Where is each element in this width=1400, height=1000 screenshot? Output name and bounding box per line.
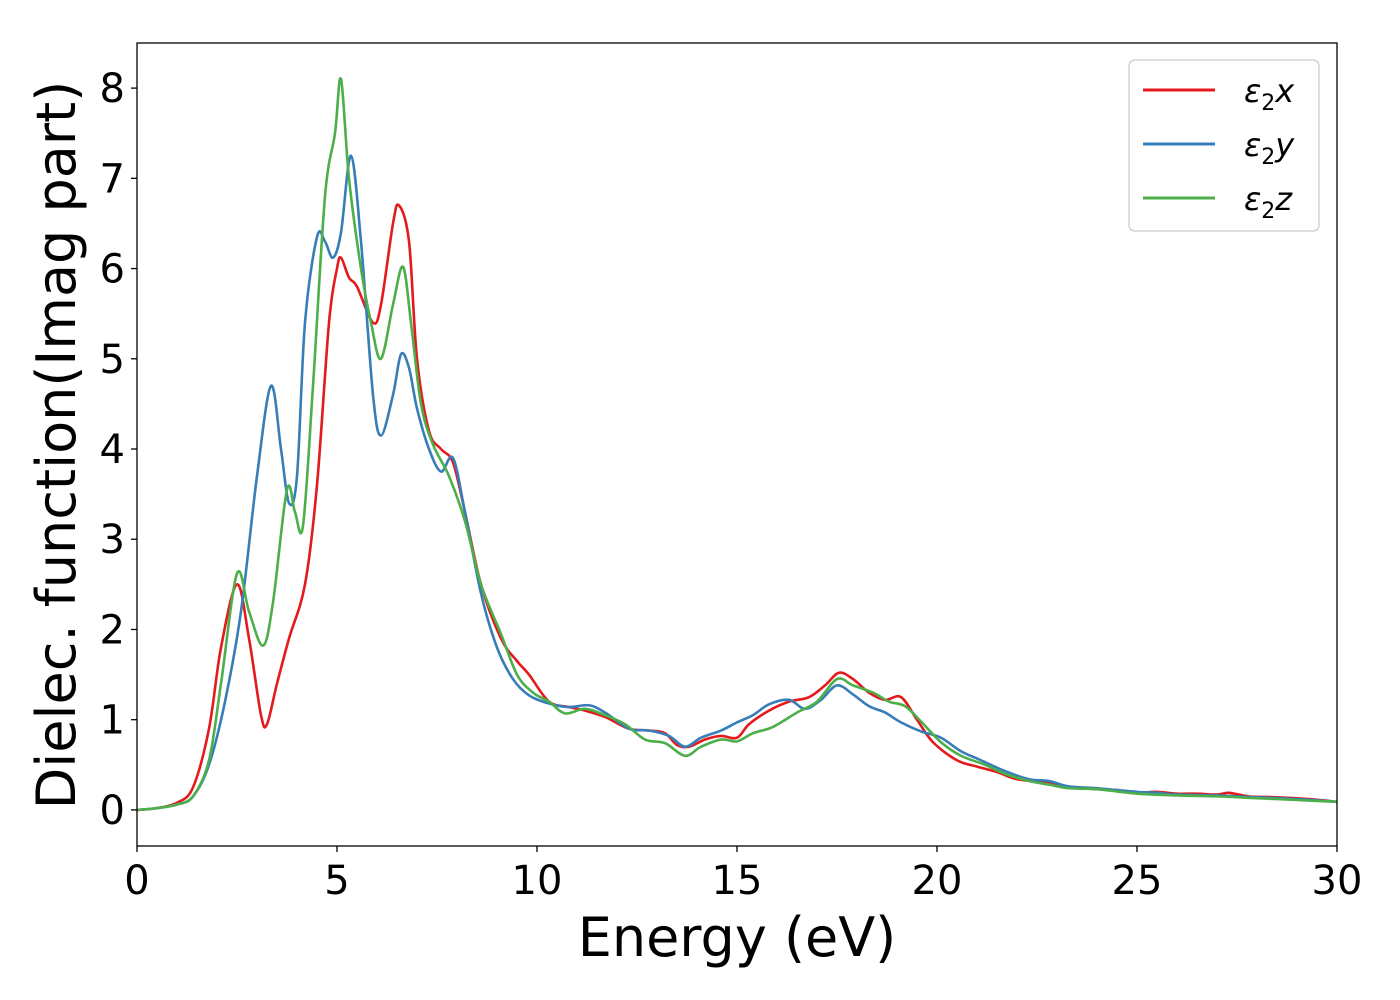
y-tick-label: 2	[100, 607, 125, 653]
y-axis-ticks: 0 1 2 3 4 5 6 7 8	[100, 66, 137, 834]
x-axis-ticks: 0 5 10 15 20 25 30	[124, 846, 1362, 904]
legend-label-y: ε2y	[1244, 126, 1295, 170]
x-tick-label: 0	[124, 858, 149, 904]
y-axis-label: Dielec. function(Imag part)	[25, 81, 88, 810]
y-tick-label: 6	[100, 247, 125, 293]
x-tick-label: 15	[712, 858, 763, 904]
x-tick-label: 30	[1312, 858, 1363, 904]
x-tick-label: 20	[912, 858, 963, 904]
y-tick-label: 7	[100, 156, 125, 202]
series-line-x	[137, 203, 1337, 812]
y-tick-label: 5	[100, 337, 125, 383]
y-tick-label: 8	[100, 66, 125, 112]
series-line-y	[137, 154, 1337, 812]
legend-box	[1128, 59, 1320, 232]
x-tick-label: 5	[324, 858, 349, 904]
legend-label-x: ε2x	[1244, 72, 1295, 116]
y-tick-label: 4	[100, 427, 125, 473]
series-line-z	[137, 77, 1337, 812]
legend: ε2x ε2y ε2z	[1128, 59, 1320, 232]
x-tick-label: 25	[1112, 858, 1163, 904]
x-axis-label: Energy (eV)	[578, 906, 897, 969]
plot-lines	[137, 77, 1337, 812]
y-tick-label: 0	[100, 788, 125, 834]
x-tick-label: 10	[512, 858, 563, 904]
legend-label-z: ε2z	[1244, 180, 1293, 224]
y-tick-label: 3	[100, 517, 125, 563]
y-tick-label: 1	[100, 698, 125, 744]
